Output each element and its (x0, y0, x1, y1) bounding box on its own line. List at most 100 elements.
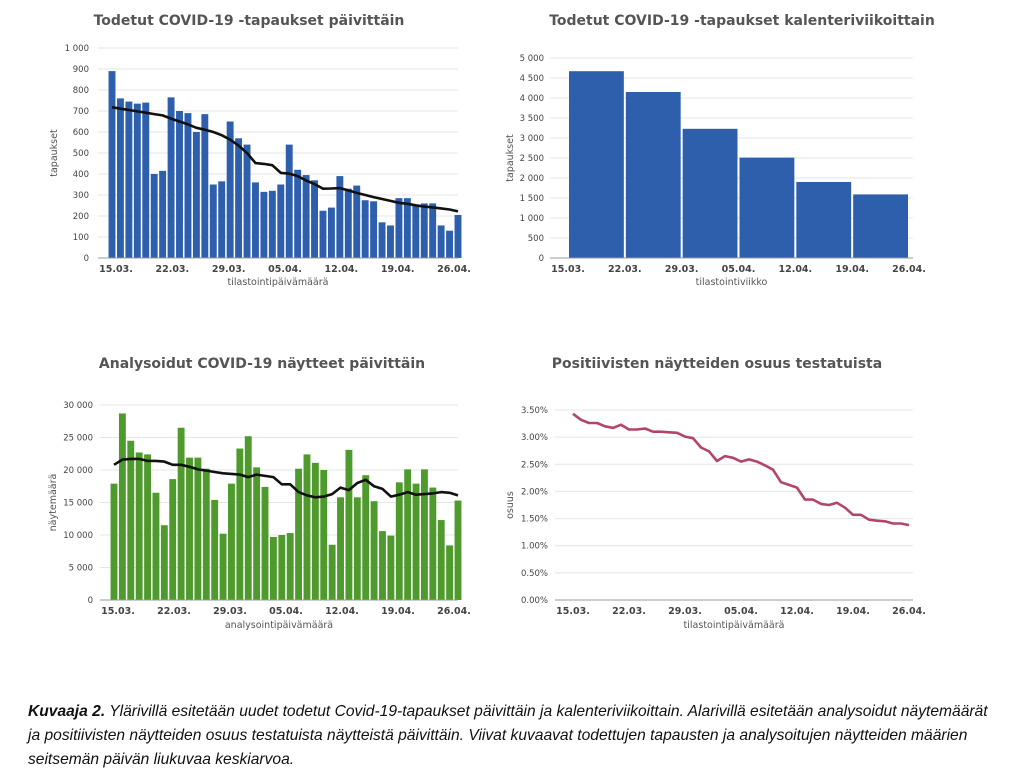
daily-cases-bar (218, 181, 226, 258)
daily-samples-bar (362, 475, 370, 600)
daily-samples-ytick-label: 0 (88, 596, 93, 606)
daily-samples-bar (244, 436, 252, 600)
daily-samples-ytick-label: 15 000 (63, 499, 93, 509)
daily-cases-bar (226, 121, 234, 258)
daily-cases-bar (260, 191, 268, 258)
daily-cases-bar (387, 225, 394, 258)
daily-cases-bar (454, 214, 462, 258)
positive-share-ytick-label: 3.50% (521, 406, 548, 416)
daily-samples-bar (337, 497, 344, 600)
daily-cases-bar (209, 184, 217, 258)
daily-samples-bar (127, 440, 135, 600)
daily-cases-bar (327, 207, 335, 258)
daily-samples-bar (135, 452, 143, 600)
daily-cases-bar (201, 114, 209, 259)
daily-cases-title: Todetut COVID-19 -tapaukset päivittäin (94, 13, 405, 29)
daily-samples-bar (311, 462, 319, 600)
daily-cases-bar (192, 132, 200, 258)
positive-share-ytick-label: 2.00% (521, 487, 548, 497)
daily-samples-bar (295, 468, 303, 600)
daily-cases-bar (420, 203, 428, 258)
daily-cases-xtick-label: 19.04. (381, 264, 415, 275)
daily-cases-ytick-label: 900 (73, 65, 89, 75)
weekly-cases-xtick-label: 29.03. (665, 264, 699, 275)
daily-samples-ytick-label: 30 000 (63, 401, 93, 411)
daily-samples-bar (345, 449, 353, 600)
daily-cases-xlabel: tilastointipäivämäärä (228, 277, 329, 288)
weekly-cases-ytick-label: 4 000 (520, 94, 544, 104)
daily-samples-bar (370, 501, 378, 600)
daily-samples-ytick-label: 20 000 (63, 466, 93, 476)
daily-samples-bar (219, 533, 227, 600)
weekly-cases-bar (682, 128, 738, 258)
daily-samples-bar (269, 536, 277, 600)
positive-share-series-line (572, 412, 910, 527)
weekly-cases-bar (625, 92, 681, 258)
weekly-cases-title: Todetut COVID-19 -tapaukset kalenterivii… (549, 13, 935, 29)
positive-share-xtick-label: 22.03. (612, 606, 646, 617)
daily-samples-bar (429, 487, 437, 600)
weekly-cases-bar (569, 71, 624, 258)
daily-cases-bar (446, 230, 454, 258)
daily-samples-bar (379, 531, 386, 600)
daily-cases-ytick-label: 500 (73, 149, 89, 159)
daily-cases-bar (403, 198, 411, 258)
daily-samples-bar (412, 483, 420, 600)
figure-canvas: Todetut COVID-19 -tapaukset päivittäin01… (48, 13, 935, 631)
weekly-cases-ytick-label: 5 000 (520, 54, 544, 64)
daily-samples-ytick-label: 25 000 (63, 434, 93, 444)
weekly-cases-ytick-label: 1 500 (520, 194, 544, 204)
weekly-cases-ytick-label: 0 (539, 254, 544, 264)
daily-samples-bar (118, 413, 126, 600)
daily-cases-ytick-label: 800 (73, 86, 89, 96)
daily-cases-bar (150, 174, 158, 258)
daily-cases-xtick-label: 26.04. (437, 264, 471, 275)
daily-cases-bar (395, 198, 403, 258)
positive-share-xtick-label: 12.04. (780, 606, 814, 617)
daily-samples-bar (303, 454, 311, 600)
daily-cases-bar (311, 180, 318, 258)
weekly-cases-ytick-label: 4 500 (520, 74, 544, 84)
weekly-cases-ytick-label: 3 500 (520, 114, 544, 124)
daily-cases-bar (412, 205, 420, 258)
daily-samples-xtick-label: 19.04. (381, 606, 415, 617)
daily-cases-bar (252, 182, 259, 258)
positive-share-ylabel: osuus (505, 491, 516, 519)
daily-cases-bar (108, 71, 116, 258)
weekly-cases-bar (796, 182, 852, 258)
positive-share-title: Positiivisten näytteiden osuus testatuis… (552, 356, 882, 372)
weekly-cases-xtick-label: 15.03. (551, 264, 585, 275)
daily-samples-xtick-label: 05.04. (269, 606, 303, 617)
daily-cases-ytick-label: 700 (73, 107, 89, 117)
daily-samples-bar (261, 486, 269, 600)
daily-cases-ytick-label: 0 (84, 254, 89, 264)
daily-samples-bar (177, 427, 185, 600)
weekly-cases-xtick-label: 19.04. (835, 264, 869, 275)
daily-cases-bar (437, 225, 445, 258)
daily-cases-moving-average-line (111, 105, 459, 213)
daily-samples-title: Analysoidut COVID-19 näytteet päivittäin (99, 356, 425, 372)
positive-share-xtick-label: 15.03. (556, 606, 590, 617)
daily-samples-moving-average-line (113, 457, 459, 499)
daily-cases-bar (285, 144, 293, 258)
daily-samples-xtick-label: 22.03. (157, 606, 191, 617)
daily-cases-bar (336, 176, 344, 258)
daily-cases-bar (361, 200, 369, 258)
weekly-cases-xtick-label: 22.03. (608, 264, 642, 275)
daily-samples-xtick-label: 12.04. (325, 606, 359, 617)
daily-cases-bar (268, 190, 276, 258)
daily-samples-xtick-label: 15.03. (101, 606, 135, 617)
daily-samples-bar (194, 457, 202, 600)
weekly-cases-ylabel: tapaukset (505, 134, 516, 182)
weekly-cases-xtick-label: 05.04. (722, 264, 756, 275)
weekly-cases-ytick-label: 1 000 (520, 214, 544, 224)
daily-samples-bar (328, 544, 336, 600)
caption-label: Kuvaaja 2. (28, 703, 106, 720)
daily-samples-bar (395, 482, 403, 600)
daily-cases-bar (353, 185, 361, 258)
weekly-cases-ytick-label: 500 (528, 234, 544, 244)
daily-cases-xtick-label: 05.04. (268, 264, 302, 275)
positive-share-xtick-label: 19.04. (836, 606, 870, 617)
weekly-cases-xtick-label: 26.04. (892, 264, 926, 275)
daily-cases-xtick-label: 15.03. (99, 264, 133, 275)
